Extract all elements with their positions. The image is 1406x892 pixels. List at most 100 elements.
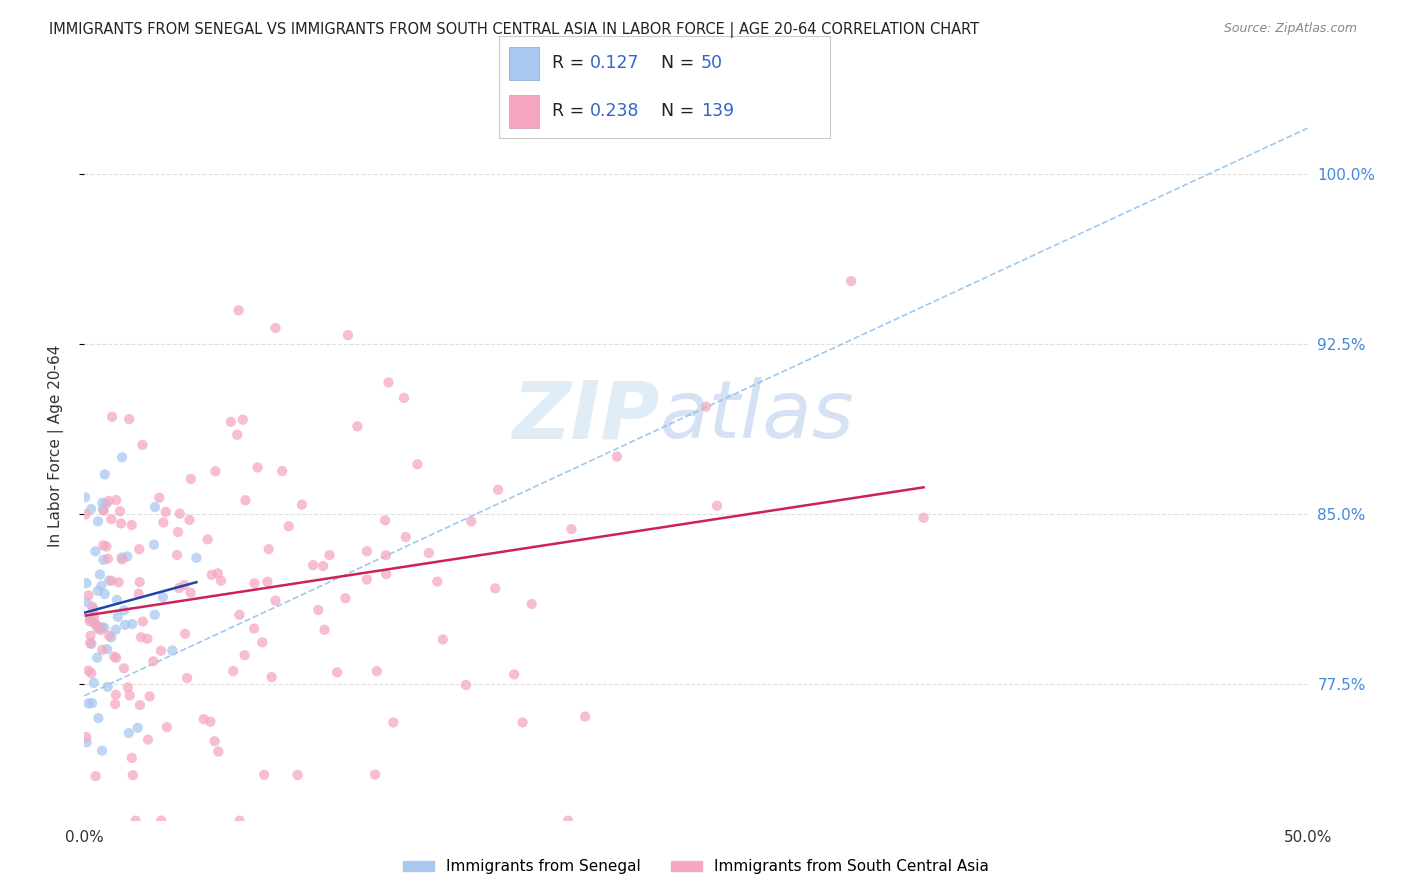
Point xyxy=(105,493,128,508)
Point xyxy=(138,690,160,704)
Point xyxy=(226,427,249,442)
Point xyxy=(260,670,283,684)
Point xyxy=(94,467,117,482)
Point xyxy=(222,664,245,678)
Point xyxy=(84,769,107,783)
Point xyxy=(129,698,152,712)
Legend: Immigrants from Senegal, Immigrants from South Central Asia: Immigrants from Senegal, Immigrants from… xyxy=(396,854,995,880)
Point xyxy=(374,548,396,562)
Point xyxy=(112,661,135,675)
Text: 0.238: 0.238 xyxy=(591,102,640,120)
Point xyxy=(94,497,117,511)
Point xyxy=(219,415,242,429)
Point xyxy=(84,616,107,631)
Point xyxy=(143,607,166,622)
Point xyxy=(557,814,579,828)
Point xyxy=(107,575,129,590)
Point xyxy=(706,499,728,513)
Point xyxy=(127,721,149,735)
Point xyxy=(107,609,129,624)
Point xyxy=(80,637,103,651)
Point xyxy=(79,629,101,643)
Point xyxy=(129,630,152,644)
Point xyxy=(93,587,115,601)
Point xyxy=(128,542,150,557)
Y-axis label: In Labor Force | Age 20-64: In Labor Force | Age 20-64 xyxy=(48,345,63,547)
Point xyxy=(118,412,141,426)
Point xyxy=(143,500,166,514)
Point xyxy=(79,636,101,650)
Point xyxy=(152,590,174,604)
Text: N =: N = xyxy=(661,54,700,72)
Point xyxy=(162,643,184,657)
Point xyxy=(204,734,226,748)
Point xyxy=(166,548,188,562)
Point xyxy=(912,510,935,524)
Point xyxy=(97,551,120,566)
Point xyxy=(91,642,114,657)
Point xyxy=(207,745,229,759)
Point xyxy=(246,460,269,475)
Point xyxy=(89,567,111,582)
Point xyxy=(179,513,201,527)
Point xyxy=(454,678,477,692)
Point xyxy=(512,715,534,730)
Point xyxy=(228,814,250,828)
Point xyxy=(96,642,118,657)
Point xyxy=(346,419,368,434)
Point xyxy=(128,587,150,601)
Point xyxy=(243,622,266,636)
Point xyxy=(271,464,294,478)
Point xyxy=(96,540,118,554)
Point xyxy=(97,494,120,508)
Point xyxy=(169,507,191,521)
Point xyxy=(484,582,506,596)
Point xyxy=(77,664,100,678)
Point xyxy=(93,621,115,635)
Point xyxy=(520,597,543,611)
Point xyxy=(150,644,173,658)
Point xyxy=(264,593,287,607)
Point xyxy=(253,768,276,782)
Text: ZIP: ZIP xyxy=(512,377,659,455)
Text: R =: R = xyxy=(553,54,589,72)
Point xyxy=(121,768,143,782)
Point xyxy=(75,730,97,744)
Point xyxy=(167,525,190,540)
Point xyxy=(79,614,101,628)
Point xyxy=(91,502,114,516)
Point xyxy=(228,607,250,622)
Point xyxy=(80,696,103,710)
Point xyxy=(108,504,131,518)
Point xyxy=(86,650,108,665)
Point xyxy=(101,409,124,424)
FancyBboxPatch shape xyxy=(509,95,538,128)
Point xyxy=(136,732,159,747)
Point xyxy=(142,654,165,668)
Point xyxy=(695,400,717,414)
Point xyxy=(93,504,115,518)
Point xyxy=(110,516,132,531)
Point xyxy=(117,681,139,695)
Point xyxy=(128,575,150,590)
Point xyxy=(228,303,250,318)
Point xyxy=(90,623,112,637)
Point xyxy=(193,712,215,726)
Point xyxy=(186,550,208,565)
Point xyxy=(560,522,582,536)
Point xyxy=(307,603,329,617)
Point xyxy=(136,632,159,646)
Point xyxy=(118,689,141,703)
Point xyxy=(118,726,141,740)
Point xyxy=(302,558,325,573)
Point xyxy=(124,814,146,828)
Point xyxy=(98,629,121,643)
Point xyxy=(839,274,862,288)
Point xyxy=(148,491,170,505)
Point xyxy=(243,576,266,591)
Point xyxy=(117,549,139,564)
Point xyxy=(76,735,98,749)
Point xyxy=(201,567,224,582)
Point xyxy=(287,768,309,782)
Point xyxy=(204,464,226,478)
